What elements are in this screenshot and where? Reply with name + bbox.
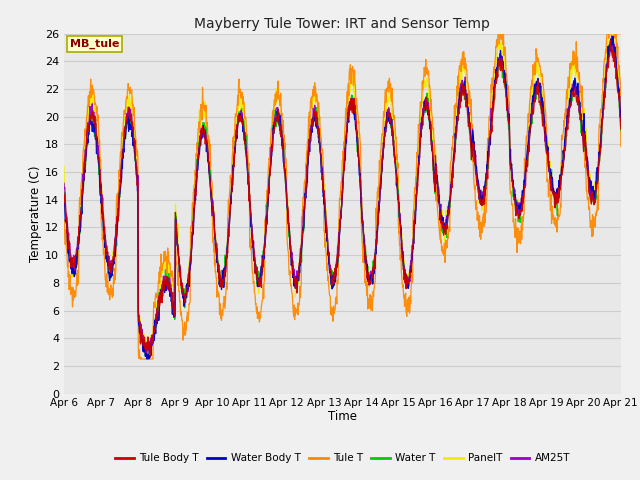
Legend: Tule Body T, Water Body T, Tule T, Water T, PanelT, AM25T: Tule Body T, Water Body T, Tule T, Water…	[111, 449, 574, 468]
Text: MB_tule: MB_tule	[70, 39, 119, 49]
Y-axis label: Temperature (C): Temperature (C)	[29, 165, 42, 262]
Title: Mayberry Tule Tower: IRT and Sensor Temp: Mayberry Tule Tower: IRT and Sensor Temp	[195, 17, 490, 31]
X-axis label: Time: Time	[328, 410, 357, 423]
